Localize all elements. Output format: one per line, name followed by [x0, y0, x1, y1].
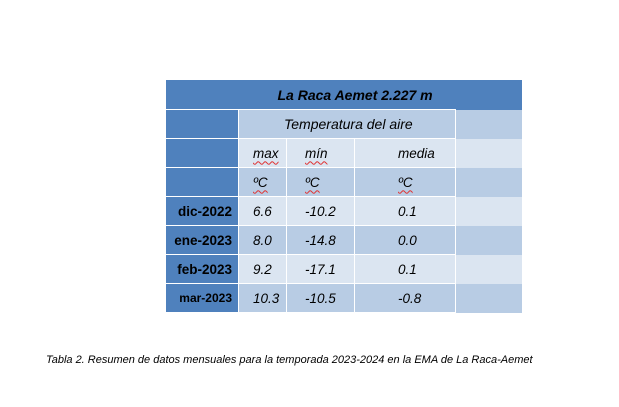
row-label: feb-2023: [165, 254, 239, 284]
table-row: feb-2023 9.2 -17.1 0.1: [165, 254, 522, 284]
unit-max: ºC: [238, 167, 287, 197]
empty-header-cell: [165, 167, 239, 197]
filler-cell: [455, 196, 522, 226]
empty-header-cell: [165, 109, 239, 139]
title-row: La Raca Aemet 2.227 m: [165, 80, 522, 110]
filler-cell: [455, 167, 522, 197]
row-label: dic-2022: [165, 196, 239, 226]
table-caption: Tabla 2. Resumen de datos mensuales para…: [46, 354, 533, 366]
unit-min: ºC: [286, 167, 355, 197]
cell-max: 6.6: [238, 196, 287, 226]
table-row: ene-2023 8.0 -14.8 0.0: [165, 225, 522, 255]
column-header-row: max mín media: [165, 138, 522, 168]
cell-media: 0.1: [354, 196, 456, 226]
table-row: dic-2022 6.6 -10.2 0.1: [165, 196, 522, 226]
filler-cell: [455, 138, 522, 168]
cell-max: 10.3: [238, 283, 287, 313]
unit-media: ºC: [354, 167, 456, 197]
empty-header-cell: [165, 138, 239, 168]
cell-media: 0.0: [354, 225, 456, 255]
cell-min: -10.5: [286, 283, 355, 313]
column-header-max: max: [238, 138, 287, 168]
cell-min: -17.1: [286, 254, 355, 284]
row-label: mar-2023: [165, 283, 239, 313]
cell-min: -14.8: [286, 225, 355, 255]
filler-cell: [455, 109, 522, 139]
filler-cell: [455, 254, 522, 284]
filler-cell: [455, 225, 522, 255]
table-title: La Raca Aemet 2.227 m: [165, 80, 522, 110]
column-header-min: mín: [286, 138, 355, 168]
cell-media: -0.8: [354, 283, 456, 313]
cell-min: -10.2: [286, 196, 355, 226]
row-label: ene-2023: [165, 225, 239, 255]
cell-max: 8.0: [238, 225, 287, 255]
group-header-row: Temperatura del aire: [165, 109, 522, 139]
unit-row: ºC ºC ºC: [165, 167, 522, 197]
cell-media: 0.1: [354, 254, 456, 284]
cell-max: 9.2: [238, 254, 287, 284]
table-row: mar-2023 10.3 -10.5 -0.8: [165, 283, 522, 313]
column-header-media: media: [354, 138, 456, 168]
group-header: Temperatura del aire: [238, 109, 456, 139]
filler-cell: [455, 283, 522, 313]
data-table: La Raca Aemet 2.227 m Temperatura del ai…: [165, 80, 522, 313]
